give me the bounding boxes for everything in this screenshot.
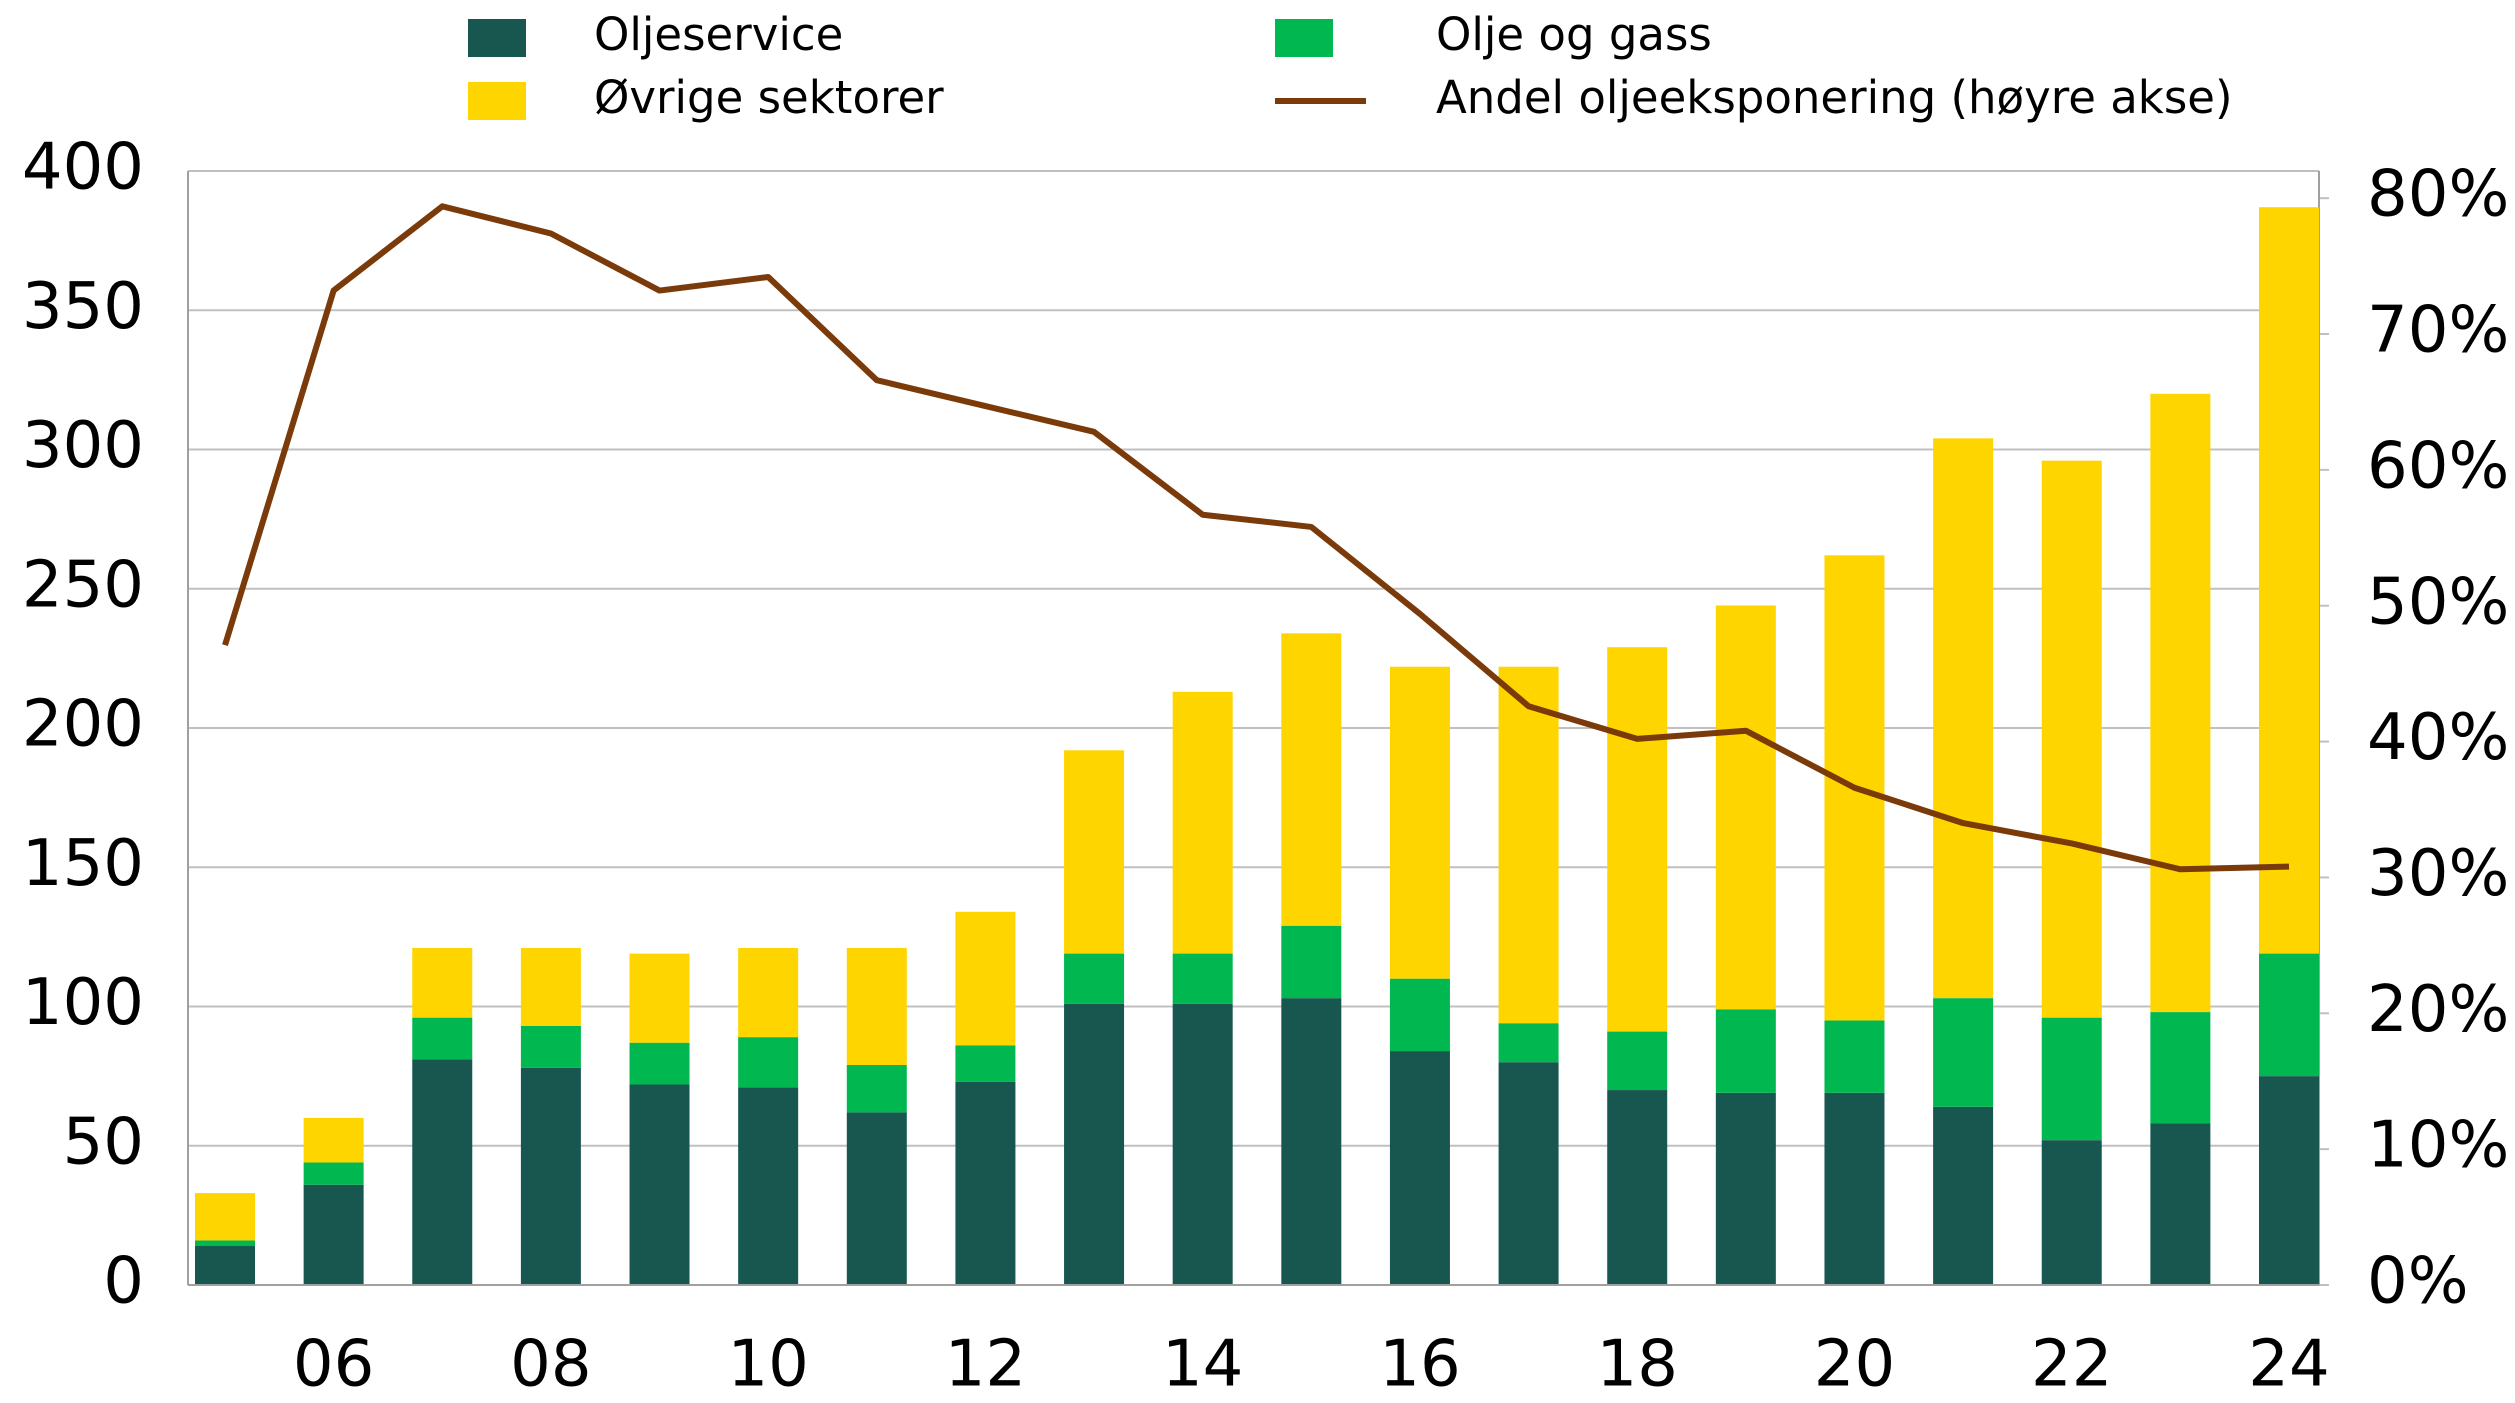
bar-segment xyxy=(738,1087,799,1285)
bar-segment xyxy=(303,1184,364,1285)
y-tick-label: 100 xyxy=(22,966,144,1040)
x-tick-label: 22 xyxy=(2031,1328,2112,1402)
bar-segment xyxy=(520,1067,581,1285)
bar-segment xyxy=(1933,998,1994,1107)
bar-segment xyxy=(1498,666,1559,1024)
bar-segment xyxy=(303,1117,364,1163)
bar-segment xyxy=(2041,1140,2102,1285)
y2-tick-label: 40% xyxy=(2367,701,2509,775)
bar-segment xyxy=(412,948,473,1018)
bar-segment xyxy=(1824,1092,1885,1285)
legend-label: Oljeservice xyxy=(594,8,843,61)
y2-tick-label: 20% xyxy=(2367,973,2509,1047)
bar-segment xyxy=(846,1064,907,1113)
bar-segment xyxy=(1715,1009,1776,1093)
legend-swatch xyxy=(1275,19,1333,57)
bar-segment xyxy=(1064,750,1125,954)
bar-segment xyxy=(1933,438,1994,999)
y2-tick-label: 60% xyxy=(2367,429,2509,503)
bar-segment xyxy=(1172,691,1233,954)
bar-segment xyxy=(1389,1051,1450,1285)
bar-segment xyxy=(955,1081,1016,1285)
y-tick-label: 350 xyxy=(22,270,144,344)
bar-segment xyxy=(955,1045,1016,1082)
bar-segment xyxy=(1064,953,1125,1004)
bar-segment xyxy=(1281,998,1342,1285)
bar-segment xyxy=(1715,605,1776,1010)
x-tick-label: 14 xyxy=(1162,1328,1243,1402)
bar-segment xyxy=(412,1059,473,1285)
bar-segment xyxy=(1933,1106,1994,1285)
bar-segment xyxy=(1607,1031,1668,1091)
bar-segment xyxy=(1389,666,1450,979)
bar-segment xyxy=(2150,1012,2211,1124)
line-series xyxy=(222,203,2290,873)
bar-segment xyxy=(2041,1017,2102,1141)
bar-segment xyxy=(1715,1092,1776,1285)
bar-segment xyxy=(1824,1020,1885,1093)
y2-tick-label: 80% xyxy=(2367,158,2509,232)
x-tick-label: 24 xyxy=(2248,1328,2329,1402)
x-tick-label: 16 xyxy=(1379,1328,1460,1402)
bar-segment xyxy=(629,953,690,1043)
legend-swatch xyxy=(468,82,526,120)
bar-segment xyxy=(1172,1003,1233,1285)
x-tick-label: 08 xyxy=(510,1328,591,1402)
y-tick-label: 300 xyxy=(22,409,144,483)
y-tick-label: 250 xyxy=(22,548,144,622)
x-tick-label: 20 xyxy=(1814,1328,1895,1402)
bar-segment xyxy=(195,1240,255,1247)
bar-segment xyxy=(1281,925,1342,999)
legend-label: Øvrige sektorer xyxy=(594,71,944,124)
y-tick-label: 150 xyxy=(22,827,144,901)
y-tick-label: 200 xyxy=(22,688,144,762)
bar-segment xyxy=(629,1042,690,1085)
bar-segment xyxy=(1064,1003,1125,1285)
legend-label: Olje og gass xyxy=(1436,8,1712,61)
bar-segment xyxy=(2150,393,2211,1013)
bar-segment xyxy=(1607,647,1668,1032)
bar-segment xyxy=(1607,1090,1668,1285)
bar-segment xyxy=(2041,460,2102,1018)
y-tick-label: 0 xyxy=(103,1245,144,1319)
y2-tick-label: 70% xyxy=(2367,294,2509,368)
bar-segment xyxy=(846,1112,907,1285)
y2-tick-label: 50% xyxy=(2367,565,2509,639)
bar-segment xyxy=(2259,1076,2319,1285)
bar-segment xyxy=(1281,633,1342,926)
y2-tick-label: 30% xyxy=(2367,837,2509,911)
x-tick-label: 06 xyxy=(293,1328,374,1402)
x-tick-label: 18 xyxy=(1596,1328,1677,1402)
bar-segment xyxy=(1498,1023,1559,1063)
bar-segment xyxy=(520,948,581,1026)
x-tick-label: 10 xyxy=(727,1328,808,1402)
bar-segment xyxy=(738,1037,799,1088)
y-tick-label: 50 xyxy=(63,1105,144,1179)
bar-segment xyxy=(520,1025,581,1068)
bar-segment xyxy=(195,1193,255,1241)
bar-segment xyxy=(846,948,907,1065)
bar-segment xyxy=(303,1162,364,1185)
bar-segment xyxy=(195,1246,255,1285)
bar-segment xyxy=(629,1084,690,1285)
x-tick-label: 12 xyxy=(945,1328,1026,1402)
bar-segment xyxy=(2150,1123,2211,1285)
y2-tick-label: 0% xyxy=(2367,1245,2469,1319)
legend-swatch xyxy=(468,19,526,57)
bar-segment xyxy=(2259,953,2319,1077)
y-tick-label: 400 xyxy=(22,131,144,205)
bar-segment xyxy=(2259,207,2319,954)
bar-segment xyxy=(1498,1062,1559,1285)
bar-segment xyxy=(412,1017,473,1060)
legend-label: Andel oljeeksponering (høyre akse) xyxy=(1436,71,2233,124)
bar-segment xyxy=(1389,978,1450,1052)
bar-segment xyxy=(738,948,799,1038)
y2-tick-label: 10% xyxy=(2367,1109,2509,1183)
bar-segment xyxy=(955,911,1016,1046)
bar-segment xyxy=(1172,953,1233,1004)
